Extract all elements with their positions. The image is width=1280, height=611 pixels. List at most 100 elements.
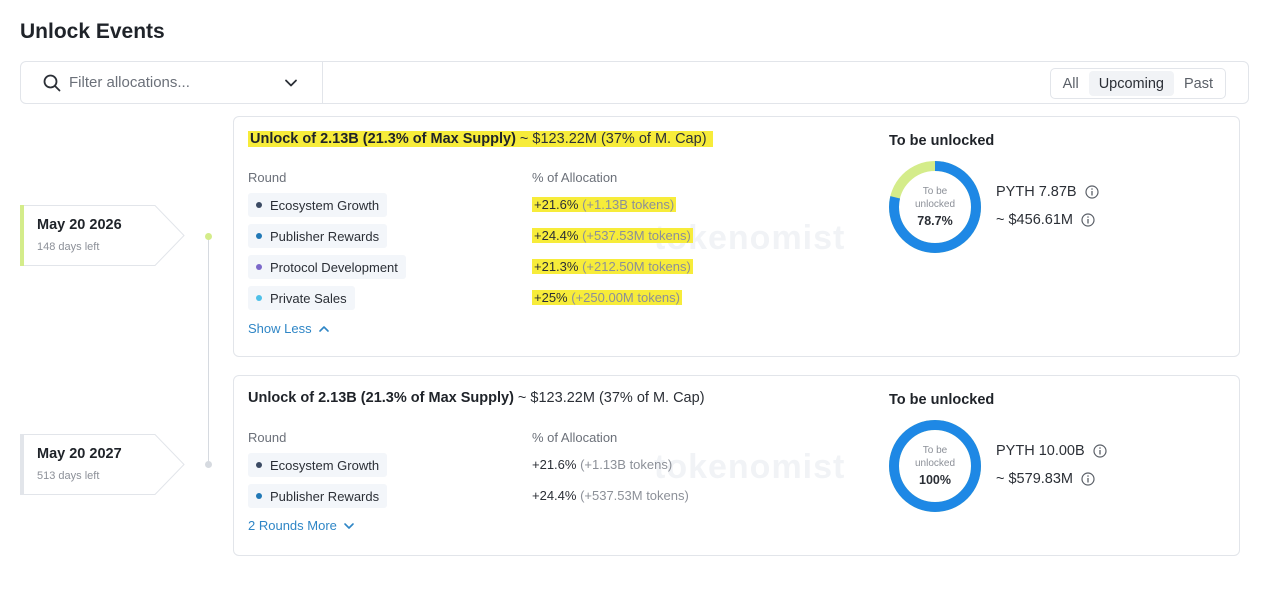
- show-less-link[interactable]: Show Less: [248, 321, 330, 336]
- column-header-round: Round: [248, 430, 287, 445]
- donut-percent: 78.7%: [917, 214, 953, 228]
- token-unlock-amount: PYTH 7.87B: [996, 184, 1099, 200]
- event-headline: Unlock of 2.13B (21.3% of Max Supply) ~ …: [248, 390, 705, 406]
- token-amount: (+1.13B tokens): [576, 457, 673, 472]
- donut-ring: [889, 161, 981, 253]
- usd-unlock-amount: ~ $456.61M: [996, 212, 1095, 228]
- round-pill[interactable]: Private Sales: [248, 286, 355, 310]
- round-name: Publisher Rewards: [270, 488, 380, 504]
- pct-value: +21.3%: [534, 259, 579, 274]
- headline-value: ~ $123.22M (37% of M. Cap): [513, 390, 705, 406]
- round-name: Private Sales: [270, 290, 347, 306]
- donut-percent: 100%: [919, 473, 951, 487]
- token-stat-value: PYTH 7.87B: [996, 184, 1077, 200]
- donut-label: To be unlocked: [914, 445, 956, 469]
- event-date: May 20 2027: [37, 446, 122, 462]
- watermark: tokenomist: [654, 448, 846, 486]
- round-bullet-icon: [256, 462, 262, 468]
- token-stat-value: PYTH 10.00B: [996, 443, 1085, 459]
- timeline-dot: [205, 233, 212, 240]
- unlock-event-card: tokenomist Unlock of 2.13B (21.3% of Max…: [233, 116, 1240, 357]
- token-amount: (+1.13B tokens): [578, 197, 675, 212]
- filter-bar: All Upcoming Past: [20, 61, 1249, 104]
- round-bullet-icon: [256, 233, 262, 239]
- time-filter-tabs: All Upcoming Past: [1049, 68, 1226, 99]
- page-title: Unlock Events: [20, 20, 165, 43]
- token-amount: (+250.00M tokens): [567, 290, 680, 305]
- allocation-filter[interactable]: [21, 62, 323, 103]
- unlock-donut-chart: To be unlocked 100%: [888, 419, 982, 513]
- round-pill[interactable]: Publisher Rewards: [248, 224, 388, 248]
- allocation-row: Protocol Development +21.3% (+212.50M to…: [248, 255, 748, 279]
- info-icon[interactable]: [1093, 444, 1107, 458]
- event-headline: Unlock of 2.13B (21.3% of Max Supply) ~ …: [248, 131, 713, 147]
- usd-stat-value: ~ $579.83M: [996, 471, 1073, 487]
- days-left: 148 days left: [37, 241, 100, 253]
- event-date: May 20 2026: [37, 217, 122, 233]
- pct-value: +21.6%: [532, 457, 577, 472]
- allocation-row: Ecosystem Growth +21.6% (+1.13B tokens): [248, 193, 748, 217]
- column-header-allocation: % of Allocation: [532, 170, 618, 185]
- pct-value: +24.4%: [534, 228, 579, 243]
- token-amount: (+537.53M tokens): [576, 488, 689, 503]
- filter-input[interactable]: [69, 74, 274, 91]
- column-header-allocation: % of Allocation: [532, 430, 618, 445]
- tab-all[interactable]: All: [1062, 75, 1079, 92]
- unlock-event-card: tokenomist Unlock of 2.13B (21.3% of Max…: [233, 375, 1240, 556]
- toggle-label: 2 Rounds More: [248, 518, 337, 533]
- tab-past[interactable]: Past: [1183, 75, 1213, 92]
- pct-value: +25%: [534, 290, 568, 305]
- chevron-up-icon: [318, 325, 329, 332]
- pct-value: +24.4%: [532, 488, 577, 503]
- usd-stat-value: ~ $456.61M: [996, 212, 1073, 228]
- allocation-row: Private Sales +25% (+250.00M tokens): [248, 286, 748, 310]
- search-icon: [43, 74, 61, 91]
- chevron-down-icon[interactable]: [284, 76, 298, 90]
- round-bullet-icon: [256, 493, 262, 499]
- to-be-unlocked-title: To be unlocked: [889, 133, 995, 149]
- allocation-pct: +21.3% (+212.50M tokens): [532, 259, 693, 274]
- round-name: Ecosystem Growth: [270, 197, 380, 213]
- round-pill[interactable]: Ecosystem Growth: [248, 453, 388, 477]
- allocation-pct: +24.4% (+537.53M tokens): [532, 228, 693, 243]
- allocation-pct: +21.6% (+1.13B tokens): [532, 197, 677, 212]
- column-header-round: Round: [248, 170, 287, 185]
- allocation-row: Publisher Rewards +24.4% (+537.53M token…: [248, 224, 748, 248]
- donut-ring: [889, 420, 981, 512]
- round-bullet-icon: [256, 202, 262, 208]
- pct-value: +21.6%: [534, 197, 579, 212]
- usd-unlock-amount: ~ $579.83M: [996, 471, 1095, 487]
- info-icon[interactable]: [1084, 185, 1099, 199]
- round-name: Publisher Rewards: [270, 228, 380, 244]
- date-tag-shape: [20, 434, 185, 495]
- headline-amount: Unlock of 2.13B (21.3% of Max Supply): [250, 131, 516, 147]
- donut-arc: [889, 161, 981, 253]
- date-tag: May 20 2027 513 days left: [20, 434, 185, 495]
- timeline-dot: [205, 461, 212, 468]
- allocation-row: Ecosystem Growth +21.6% (+1.13B tokens): [248, 453, 748, 477]
- token-amount: (+537.53M tokens): [578, 228, 691, 243]
- token-amount: (+212.50M tokens): [578, 259, 691, 274]
- date-tag: May 20 2026 148 days left: [20, 205, 185, 266]
- info-icon[interactable]: [1081, 213, 1095, 227]
- round-pill[interactable]: Publisher Rewards: [248, 484, 388, 508]
- timeline-line: [208, 236, 209, 464]
- allocation-pct: +24.4% (+537.53M tokens): [532, 488, 689, 503]
- tab-upcoming[interactable]: Upcoming: [1088, 71, 1174, 96]
- allocation-pct: +25% (+250.00M tokens): [532, 290, 682, 305]
- date-tag-shape: [20, 205, 185, 266]
- round-pill[interactable]: Protocol Development: [248, 255, 406, 279]
- donut-arc: [889, 420, 981, 512]
- round-pill[interactable]: Ecosystem Growth: [248, 193, 388, 217]
- token-unlock-amount: PYTH 10.00B: [996, 443, 1107, 459]
- days-left: 513 days left: [37, 470, 100, 482]
- more-rounds-link[interactable]: 2 Rounds More: [248, 518, 355, 533]
- to-be-unlocked-title: To be unlocked: [889, 392, 995, 408]
- round-name: Ecosystem Growth: [270, 457, 380, 473]
- info-icon[interactable]: [1081, 472, 1095, 486]
- donut-label: To be unlocked: [914, 186, 956, 210]
- unlock-donut-chart: To be unlocked 78.7%: [888, 160, 982, 254]
- round-name: Protocol Development: [270, 259, 398, 275]
- headline-amount: Unlock of 2.13B (21.3% of Max Supply): [248, 390, 514, 406]
- round-bullet-icon: [256, 264, 262, 270]
